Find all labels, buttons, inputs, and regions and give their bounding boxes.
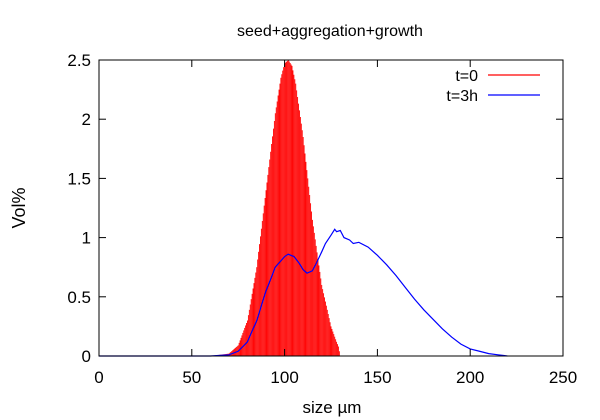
x-tick-label: 50 [182, 368, 201, 387]
y-tick-label: 1 [82, 229, 91, 248]
chart-title: seed+aggregation+growth [237, 23, 423, 40]
plot-frame [98, 59, 564, 357]
legend: t=0 t=3h [446, 68, 540, 105]
series-1-line [99, 228, 508, 357]
x-axis-label: size µm [303, 398, 362, 417]
y-axis-label: Vol% [9, 187, 29, 228]
y-tick-label: 2 [82, 110, 91, 129]
series-0 [210, 60, 340, 356]
series-layer [99, 60, 508, 357]
x-tick-label: 100 [270, 368, 298, 387]
legend-label-0: t=0 [455, 68, 478, 85]
x-tick-label: 250 [549, 368, 577, 387]
y-tick-label: 2.5 [67, 51, 91, 70]
legend-label-1: t=3h [446, 88, 478, 105]
x-tick-label: 0 [94, 368, 103, 387]
x-tick-label: 150 [363, 368, 391, 387]
series-1 [99, 228, 508, 357]
y-tick-label: 0.5 [67, 288, 91, 307]
y-tick-label: 0 [82, 347, 91, 366]
x-tick-label: 200 [456, 368, 484, 387]
y-tick-label: 1.5 [67, 169, 91, 188]
axes: 0 50 100 150 200 250 0 0.5 1 1.5 2 2.5 [67, 51, 577, 387]
